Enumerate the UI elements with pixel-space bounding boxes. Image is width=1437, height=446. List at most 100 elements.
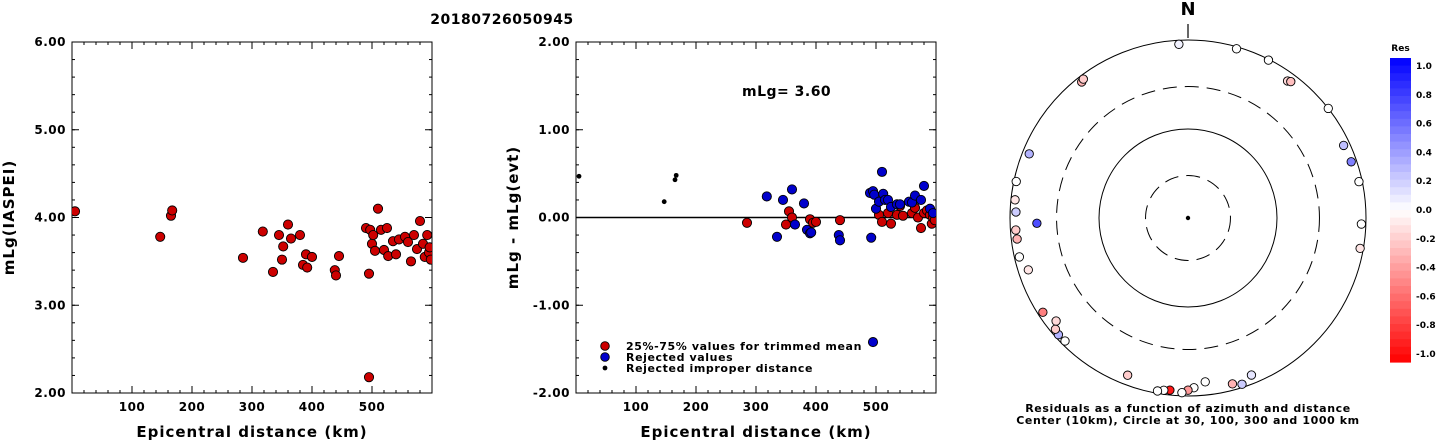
- data-point: [672, 177, 678, 183]
- polar-caption-line1: Residuals as a function of azimuth and d…: [1025, 402, 1351, 415]
- data-point: [915, 194, 927, 205]
- data-point: [333, 251, 345, 262]
- colorbar-tick-label: -0.2: [1416, 235, 1436, 245]
- station-residual: [1177, 388, 1187, 398]
- data-point: [72, 206, 81, 217]
- colorbar-segment: [1390, 202, 1411, 211]
- station-residual: [1011, 176, 1021, 187]
- colorbar-tick-label: 0.0: [1416, 206, 1432, 216]
- station-residual: [1050, 324, 1061, 334]
- colorbar-segment: [1390, 232, 1411, 241]
- station-residual: [1011, 207, 1021, 217]
- colorbar-tick-label: 1.0: [1416, 62, 1432, 72]
- colorbar-segment: [1390, 225, 1411, 234]
- colorbar-segment: [1390, 278, 1411, 287]
- colorbar-segment: [1390, 331, 1411, 340]
- data-point: [390, 249, 402, 260]
- station-residual: [1346, 157, 1356, 167]
- data-point: [306, 251, 318, 263]
- colorbar-tick-label: 0.4: [1416, 148, 1432, 158]
- colorbar-tick-label: 0.6: [1416, 120, 1432, 130]
- x-tick-label: 300: [239, 400, 266, 414]
- colorbar-segment: [1390, 339, 1411, 348]
- colorbar-segment: [1390, 293, 1411, 302]
- colorbar-segment: [1390, 308, 1411, 317]
- data-point: [294, 229, 306, 241]
- x-axis-label: Epicentral distance (km): [640, 423, 871, 441]
- colorbar-tick-label: 0.2: [1416, 177, 1432, 187]
- y-tick-label: 4.00: [34, 211, 66, 225]
- colorbar-tick-label: -0.6: [1416, 292, 1436, 302]
- data-point: [408, 229, 420, 241]
- residual-vs-distance-plot: -2.00 -1.00 0.00 1.00 2.00 100 200 300 400 500 Epi…: [504, 35, 937, 441]
- plot-frame: [71, 41, 433, 394]
- colorbar-segment: [1390, 103, 1411, 112]
- legend-marker: [602, 365, 608, 371]
- station-residual: [1237, 379, 1247, 389]
- mlg-vs-distance-plot: 2.00 3.00 4.00 5.00 6.00 100 200 300 400 500 Epice…: [0, 35, 433, 441]
- data-point: [866, 232, 877, 243]
- y-axis-label: mLg(IASPEI): [0, 160, 18, 275]
- data-point: [771, 231, 783, 242]
- colorbar-segment: [1390, 217, 1411, 226]
- station-residual: [1356, 219, 1367, 229]
- station-residual: [1123, 370, 1133, 380]
- legend-label: Rejected improper distance: [626, 362, 813, 375]
- station-residual: [1011, 225, 1021, 235]
- distance-ring: [1009, 39, 1367, 397]
- epicenter-marker: [1185, 215, 1191, 221]
- azimuth-distance-polar-plot: N Residuals as a function of azimuth and …: [1009, 0, 1367, 427]
- residual-colorbar: Res 1.0 0.8 0.6 0.4 0.2 0.0 -0.2 -0.4 -0.6 -0.8 -1.…: [1390, 44, 1436, 363]
- x-tick-label: 100: [119, 400, 146, 414]
- data-point: [237, 252, 249, 263]
- data-point: [894, 199, 906, 210]
- data-point: [424, 242, 432, 253]
- data-point: [876, 216, 888, 227]
- mean-magnitude-annotation: mLg= 3.60: [742, 84, 831, 100]
- data-point: [402, 237, 414, 248]
- station-residual: [1355, 243, 1365, 253]
- data-point: [278, 241, 289, 252]
- colorbar-segment: [1390, 149, 1411, 158]
- station-residual: [1060, 336, 1070, 346]
- data-point: [276, 254, 288, 265]
- colorbar-segment: [1390, 263, 1411, 272]
- data-point: [918, 180, 930, 191]
- station-residual: [1152, 386, 1163, 396]
- data-point: [363, 372, 375, 383]
- north-label: N: [1180, 0, 1195, 20]
- data-point: [330, 270, 342, 281]
- y-tick-label: 6.00: [34, 35, 66, 49]
- data-point: [369, 245, 381, 256]
- colorbar-segment: [1390, 179, 1411, 188]
- data-point: [806, 227, 817, 238]
- data-point: [285, 233, 297, 244]
- station-residual: [1051, 316, 1061, 326]
- data-point: [777, 194, 789, 205]
- station-residual: [1246, 370, 1257, 380]
- x-tick-label: 500: [359, 400, 386, 414]
- data-point: [372, 203, 384, 214]
- data-point: [257, 226, 268, 237]
- colorbar-segment: [1390, 194, 1411, 203]
- figure-title: 20180726050945: [430, 12, 573, 28]
- station-residual: [1023, 265, 1033, 275]
- data-point: [876, 166, 888, 177]
- data-point: [661, 199, 667, 205]
- colorbar-segment: [1390, 126, 1411, 135]
- data-point: [381, 222, 393, 234]
- colorbar-segment: [1390, 354, 1411, 363]
- y-tick-label: 2.00: [538, 35, 570, 49]
- station-residual: [1354, 177, 1364, 187]
- colorbar-segment: [1390, 255, 1411, 264]
- data-point: [368, 229, 379, 241]
- colorbar-segment: [1390, 156, 1411, 165]
- data-point: [425, 254, 432, 265]
- station-residual: [1038, 307, 1048, 317]
- y-tick-label: 2.00: [34, 386, 66, 400]
- data-point: [155, 231, 166, 242]
- colorbar-segment: [1390, 316, 1411, 325]
- y-tick-label: -2.00: [533, 386, 570, 400]
